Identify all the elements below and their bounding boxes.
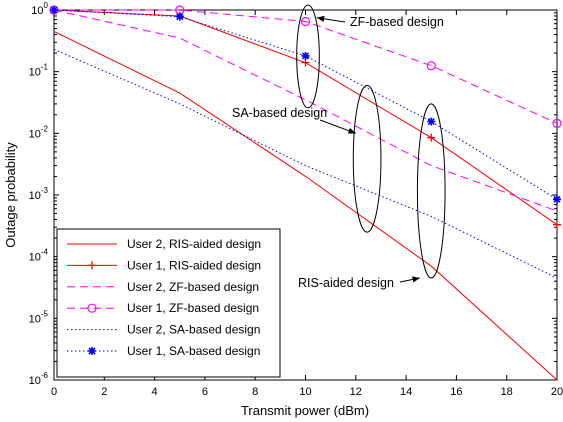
x-tick-label: 14: [400, 386, 412, 398]
x-tick-label: 18: [501, 386, 513, 398]
y-tick-label: 100: [31, 1, 48, 17]
legend-label: User 2, SA-based design: [127, 323, 260, 337]
x-tick-label: 2: [101, 386, 107, 398]
annotation-label: RIS-aided design: [298, 276, 394, 290]
x-axis-label: Transmit power (dBm): [241, 403, 369, 418]
data-point-series-6: [175, 12, 184, 21]
legend-label: User 1, ZF-based design: [127, 301, 259, 315]
annotation-arrowhead: [347, 127, 356, 134]
annotation-ellipse: [416, 103, 446, 279]
y-tick-label: 10-1: [29, 63, 49, 79]
data-point-series-6: [427, 117, 436, 126]
annotation-ellipse: [352, 84, 382, 233]
x-tick-label: 6: [202, 386, 208, 398]
y-axis-label: Outage probability: [3, 142, 18, 248]
series-line-1: [53, 30, 558, 381]
plot-layer: 0 2 4 6 8 10 12 14 16 18 20 10-6 10-5 10-4 10-3 10-2 10-…: [29, 1, 563, 398]
data-point-series-2: [553, 220, 561, 229]
data-point-series-6: [301, 51, 310, 60]
x-tick-label: 0: [51, 386, 57, 398]
data-point-series-4: [552, 118, 562, 128]
legend: User 2, RIS-aided design User 1, RIS-aide…: [56, 228, 281, 378]
y-tick-label: 10-4: [29, 248, 49, 264]
y-tick-label: 10-6: [29, 371, 49, 387]
legend-label: User 2, RIS-aided design: [127, 237, 261, 251]
series-line-5: [53, 48, 558, 279]
legend-label: User 1, RIS-aided design: [127, 258, 261, 272]
y-tick-label: 10-5: [29, 309, 49, 325]
series-line-3: [53, 9, 558, 212]
data-point-series-2: [301, 58, 310, 67]
x-tick-label: 20: [551, 386, 563, 398]
x-tick-label: 10: [299, 386, 311, 398]
y-tick-label: 10-2: [29, 124, 49, 140]
annotation-arrowhead: [316, 15, 325, 22]
legend-label: User 2, ZF-based design: [127, 280, 259, 294]
data-point-series-4: [426, 61, 436, 71]
annotation-label: ZF-based design: [350, 15, 444, 29]
annotation-arrowhead: [412, 276, 420, 283]
data-point-series-4: [300, 16, 311, 27]
legend-label: User 1, SA-based design: [127, 344, 260, 358]
x-tick-label: 8: [252, 386, 258, 398]
data-point-series-6: [553, 195, 561, 204]
series-line-4: [54, 9, 558, 124]
x-tick-label: 4: [152, 386, 158, 398]
legend-marker: [87, 303, 97, 313]
y-tick-label: 10-3: [29, 186, 49, 202]
series-line-6: [53, 9, 558, 200]
annotation-label: SA-based design: [232, 106, 327, 120]
legend-marker: [88, 261, 96, 270]
x-tick-label: 12: [350, 386, 362, 398]
x-tick-label: 16: [450, 386, 462, 398]
legend-marker: [88, 347, 96, 355]
data-point-series-6: [50, 6, 58, 14]
data-point-series-2: [427, 133, 436, 142]
annotation-ellipse: [296, 4, 320, 109]
